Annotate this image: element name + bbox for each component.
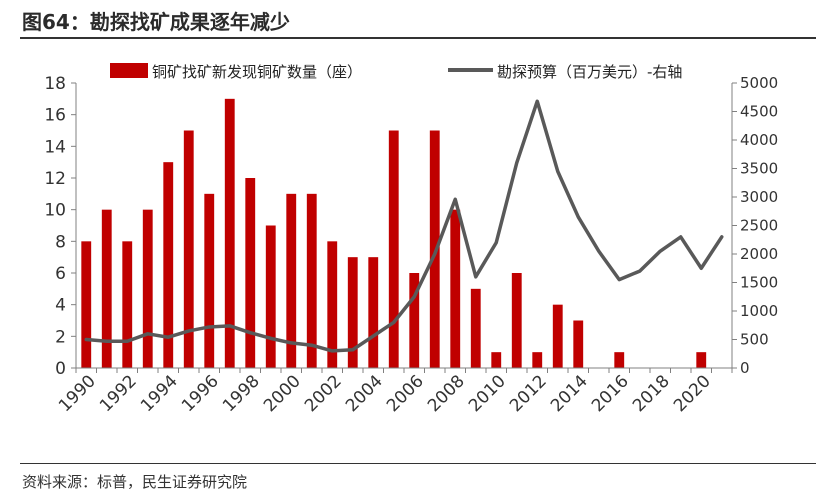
right-tick-label-1000: 1000 [740,302,778,320]
x-tick-label-2010: 2010 [465,371,510,416]
right-tick-label-3500: 3500 [740,160,778,178]
legend-line-label: 勘探预算（百万美元）-右轴 [497,63,682,81]
line-series [84,99,724,353]
bar-2011 [511,273,522,368]
bar-2009 [470,288,481,368]
x-tick-label-2008: 2008 [424,371,469,416]
left-tick-label-0: 0 [55,359,66,379]
bar-series [81,98,707,368]
x-tick-label-2004: 2004 [342,371,387,416]
legend-bar-swatch [110,63,148,78]
bar-1996 [204,193,215,368]
right-tick-label-500: 500 [740,331,769,349]
legend-bar-label: 铜矿找矿新发现铜矿数量（座） [152,63,362,81]
left-axis-ticks: 0 2 4 6 8 10 12 14 16 18 [44,74,76,379]
bar-2004 [368,257,379,368]
bar-1992 [122,241,133,368]
source-note: 资料来源：标普，民生证券研究院 [22,473,248,491]
bar-2002 [327,241,338,368]
bar-2006 [409,273,420,368]
bar-1993 [142,209,153,368]
right-tick-label-0: 0 [740,359,750,377]
left-tick-label-6: 6 [55,264,66,284]
bar-1995 [183,130,194,368]
bar-1998 [245,178,256,368]
right-tick-label-4500: 4500 [740,103,778,121]
bar-2001 [306,193,317,368]
exploration-budget-line [84,99,724,353]
x-tick-label-1992: 1992 [96,371,141,416]
bar-2014 [573,320,584,368]
bar-2005 [388,130,399,368]
left-tick-label-12: 12 [44,169,66,189]
x-tick-label-2012: 2012 [506,371,551,416]
x-tick-label-2000: 2000 [260,371,305,416]
x-tick-label-2014: 2014 [547,371,592,416]
bar-2012 [532,352,543,368]
x-tick-label-2016: 2016 [588,371,633,416]
left-tick-label-18: 18 [44,74,66,94]
bar-1991 [101,209,112,368]
right-tick-label-4000: 4000 [740,131,778,149]
footer-divider [20,463,816,464]
right-tick-label-3000: 3000 [740,188,778,206]
left-tick-label-16: 16 [44,106,66,126]
bar-2020 [696,352,707,368]
right-tick-label-1500: 1500 [740,274,778,292]
left-tick-label-8: 8 [55,232,66,252]
x-tick-label-1996: 1996 [178,371,223,416]
right-tick-label-2500: 2500 [740,217,778,235]
bar-1990 [81,241,92,368]
figure-title: 图64：勘探找矿成果逐年减少 [22,10,290,34]
x-tick-label-1994: 1994 [137,371,182,416]
right-tick-label-5000: 5000 [740,74,778,92]
axes [75,83,733,369]
legend: 铜矿找矿新发现铜矿数量（座） 勘探预算（百万美元）-右轴 [110,63,682,81]
left-tick-label-2: 2 [55,327,66,347]
bar-2008 [450,209,461,368]
bar-2013 [552,304,563,368]
left-tick-label-4: 4 [55,296,66,316]
right-axis-ticks: 0 500 1000 1500 2000 2500 3000 3500 4000 4500 5000 [732,74,778,377]
title-divider [20,37,816,39]
x-axis-ticks: 1990199219941996199820002002200420062008… [55,368,733,416]
x-tick-label-2020: 2020 [670,371,715,416]
bar-2003 [347,257,358,368]
left-tick-label-14: 14 [44,137,66,157]
x-tick-label-2002: 2002 [301,371,346,416]
bar-1997 [224,98,235,368]
bar-2016 [614,352,625,368]
x-tick-label-2018: 2018 [629,371,674,416]
bar-1994 [163,162,174,368]
bar-2010 [491,352,502,368]
right-tick-label-2000: 2000 [740,245,778,263]
left-tick-label-10: 10 [44,201,66,221]
bar-2000 [286,193,297,368]
bar-1999 [265,225,276,368]
x-tick-label-2006: 2006 [383,371,428,416]
x-tick-label-1998: 1998 [219,371,264,416]
